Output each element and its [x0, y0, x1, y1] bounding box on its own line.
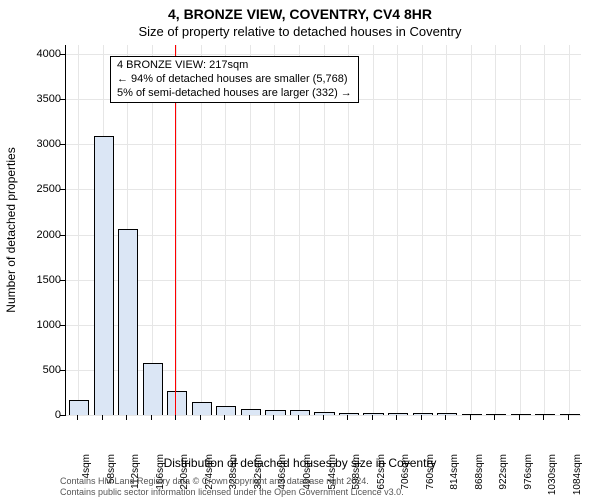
- y-tick-mark: [60, 54, 65, 55]
- x-tick-mark: [273, 415, 274, 420]
- y-tick-mark: [60, 99, 65, 100]
- y-tick-mark: [60, 144, 65, 145]
- y-tick-label: 2500: [25, 183, 61, 195]
- x-tick-mark: [568, 415, 569, 420]
- x-tick-mark: [347, 415, 348, 420]
- histogram-bar: [192, 402, 212, 415]
- annotation-line-1: 4 BRONZE VIEW: 217sqm: [117, 59, 352, 73]
- y-tick-label: 1500: [25, 274, 61, 286]
- x-tick-mark: [396, 415, 397, 420]
- histogram-bar: [363, 413, 383, 415]
- histogram-bar: [94, 136, 114, 415]
- gridline-v: [495, 45, 496, 415]
- histogram-bar: [413, 413, 433, 415]
- chart-title: 4, BRONZE VIEW, COVENTRY, CV4 8HR: [0, 6, 600, 22]
- histogram-bar: [314, 412, 334, 415]
- y-tick-mark: [60, 415, 65, 416]
- x-tick-mark: [102, 415, 103, 420]
- gridline-v: [373, 45, 374, 415]
- x-axis-label: Distribution of detached houses by size …: [0, 456, 600, 470]
- histogram-bar: [560, 414, 580, 415]
- gridline-v: [422, 45, 423, 415]
- property-size-chart: 4, BRONZE VIEW, COVENTRY, CV4 8HR Size o…: [0, 0, 600, 500]
- y-tick-mark: [60, 325, 65, 326]
- y-tick-label: 4000: [25, 48, 61, 60]
- histogram-bar: [511, 414, 531, 415]
- annotation-line-2: ← 94% of detached houses are smaller (5,…: [117, 73, 352, 87]
- gridline-v: [78, 45, 79, 415]
- histogram-bar: [118, 229, 138, 415]
- footer-line-2: Contains public sector information licen…: [60, 487, 404, 497]
- histogram-bar: [241, 409, 261, 415]
- x-tick-mark: [200, 415, 201, 420]
- y-tick-label: 3000: [25, 138, 61, 150]
- y-tick-mark: [60, 280, 65, 281]
- gridline-v: [471, 45, 472, 415]
- footer-line-1: Contains HM Land Registry data © Crown c…: [60, 476, 369, 486]
- histogram-bar: [486, 414, 506, 415]
- histogram-bar: [462, 414, 482, 415]
- x-tick-mark: [77, 415, 78, 420]
- gridline-v: [397, 45, 398, 415]
- x-tick-mark: [175, 415, 176, 420]
- x-tick-mark: [519, 415, 520, 420]
- histogram-bar: [69, 400, 89, 415]
- histogram-bar: [216, 406, 236, 415]
- y-tick-label: 0: [25, 409, 61, 421]
- histogram-bar: [143, 363, 163, 415]
- y-tick-mark: [60, 189, 65, 190]
- histogram-bar: [535, 414, 555, 415]
- histogram-bar: [339, 413, 359, 415]
- x-tick-mark: [298, 415, 299, 420]
- x-tick-mark: [224, 415, 225, 420]
- y-tick-mark: [60, 370, 65, 371]
- histogram-bar: [388, 413, 408, 415]
- annotation-line-3: 5% of semi-detached houses are larger (3…: [117, 87, 352, 101]
- y-tick-label: 3500: [25, 93, 61, 105]
- gridline-v: [446, 45, 447, 415]
- gridline-v: [569, 45, 570, 415]
- x-tick-mark: [323, 415, 324, 420]
- x-tick-mark: [372, 415, 373, 420]
- y-axis-label: Number of detached properties: [4, 147, 18, 312]
- gridline-v: [544, 45, 545, 415]
- x-tick-mark: [470, 415, 471, 420]
- x-tick-mark: [151, 415, 152, 420]
- chart-subtitle: Size of property relative to detached ho…: [0, 24, 600, 39]
- x-tick-mark: [494, 415, 495, 420]
- x-tick-mark: [249, 415, 250, 420]
- y-tick-mark: [60, 235, 65, 236]
- gridline-h: [66, 415, 581, 416]
- x-tick-mark: [543, 415, 544, 420]
- x-tick-mark: [126, 415, 127, 420]
- histogram-bar: [265, 410, 285, 416]
- histogram-bar: [167, 391, 187, 415]
- histogram-bar: [290, 410, 310, 415]
- annotation-box: 4 BRONZE VIEW: 217sqm ← 94% of detached …: [110, 56, 359, 103]
- x-tick-mark: [445, 415, 446, 420]
- y-tick-label: 500: [25, 364, 61, 376]
- y-tick-label: 2000: [25, 229, 61, 241]
- x-tick-mark: [421, 415, 422, 420]
- y-tick-label: 1000: [25, 319, 61, 331]
- histogram-bar: [437, 413, 457, 415]
- gridline-v: [520, 45, 521, 415]
